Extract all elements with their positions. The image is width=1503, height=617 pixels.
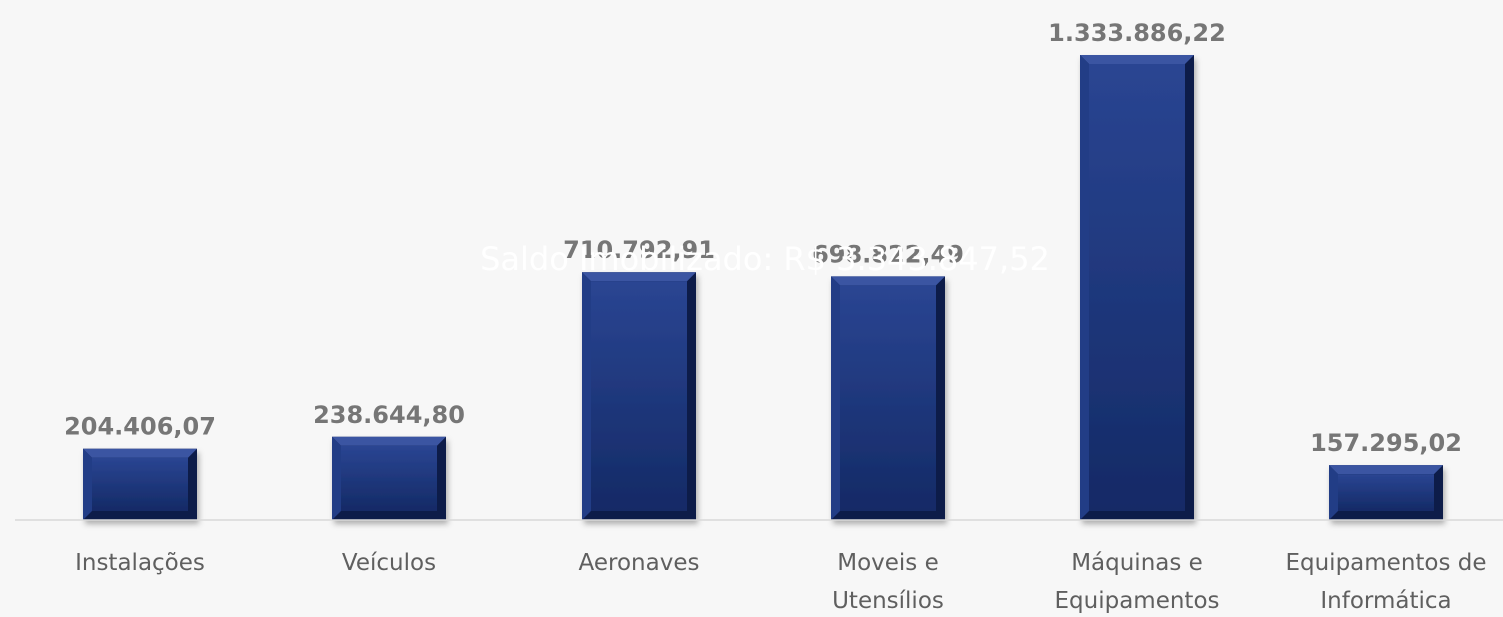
bar-value-label: 204.406,07: [64, 413, 216, 441]
bar: [332, 436, 446, 520]
bar-bevel-top: [83, 448, 197, 458]
category-label: Instalações: [75, 550, 205, 576]
category-label: Aeronaves: [579, 550, 700, 576]
bar-series: [83, 55, 1443, 520]
bar-value-label: 698.822,49: [812, 240, 964, 268]
bar-value-label: 157.295,02: [1310, 429, 1462, 457]
bar: [1080, 55, 1194, 520]
bar-face: [840, 285, 936, 511]
bar-face: [591, 281, 687, 511]
bar-bevel-top: [332, 436, 446, 446]
bar-bevel-left: [831, 276, 840, 520]
bar-face: [92, 457, 188, 511]
bar-value-label: 238.644,80: [313, 401, 465, 429]
category-label: Veículos: [342, 550, 436, 576]
bar-face: [1089, 64, 1185, 511]
category-label: Máquinas e Equipamentos: [1055, 550, 1220, 614]
category-label: Equipamentos de Informática: [1285, 550, 1486, 614]
bar: [582, 272, 696, 520]
bar-bevel-left: [1329, 465, 1338, 520]
bar-bevel-top: [1080, 55, 1194, 64]
bar-value-label: 1.333.886,22: [1048, 19, 1226, 47]
bar: [831, 276, 945, 520]
bar: [1329, 465, 1443, 520]
bar-bevel-left: [1080, 55, 1089, 520]
bar-bevel-left: [332, 436, 341, 520]
bar-bevel-left: [83, 448, 92, 520]
bar-bevel-top: [831, 276, 945, 286]
bar: [83, 448, 197, 520]
bar-value-label: 710.792,91: [563, 236, 715, 264]
bar-bevel-left: [582, 272, 591, 520]
data-labels: 204.406,07 238.644,80 710.792,91 698.822,49…: [64, 19, 1462, 457]
category-labels: Instalações Veículos Aeronaves Moveis e Uten…: [75, 550, 1486, 614]
bar-face: [341, 445, 437, 511]
bar-face: [1338, 474, 1434, 511]
overlay-text: Saldo Imobilizado: R$ 3.343.847,52: [480, 240, 1050, 278]
bar-bevel-top: [1329, 465, 1443, 475]
bar-bevel-top: [582, 272, 696, 282]
category-label: Moveis e Utensílios: [832, 550, 944, 614]
